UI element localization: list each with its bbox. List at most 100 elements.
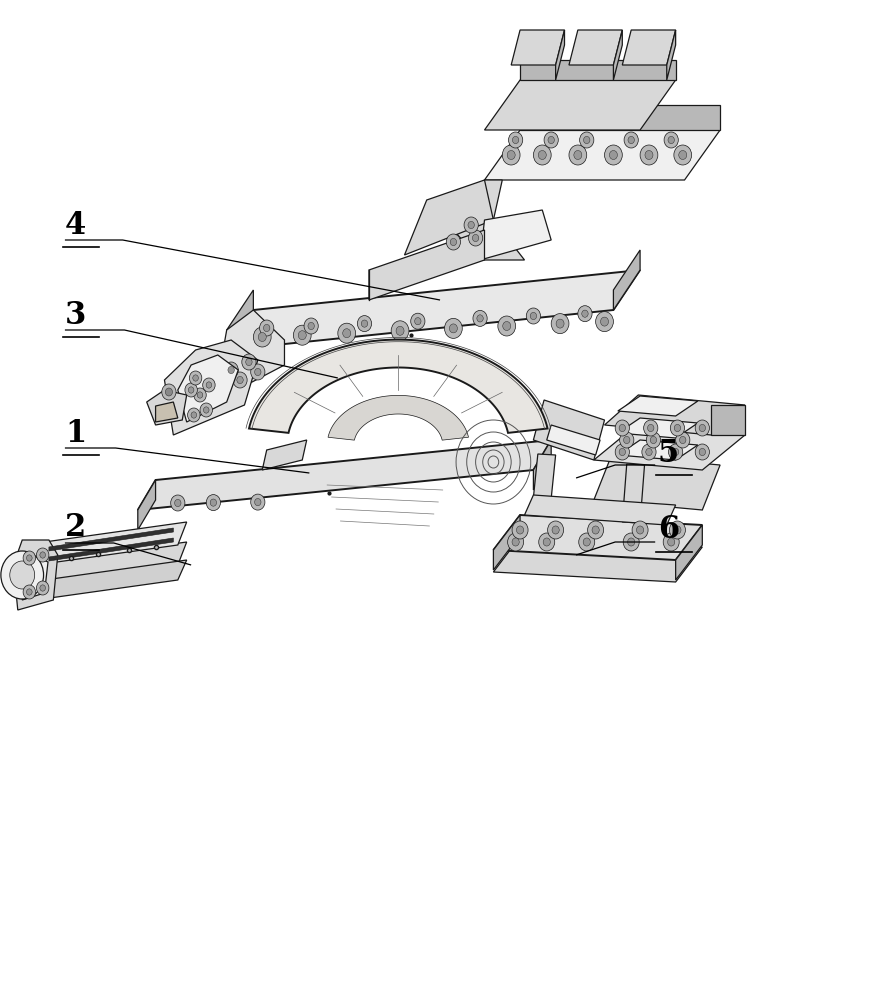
Polygon shape	[328, 395, 469, 440]
Polygon shape	[532, 454, 556, 516]
Circle shape	[194, 388, 206, 402]
Text: 1: 1	[65, 418, 86, 448]
Circle shape	[191, 412, 196, 418]
Circle shape	[263, 324, 270, 332]
Circle shape	[254, 368, 261, 376]
Circle shape	[507, 150, 516, 159]
Circle shape	[391, 321, 409, 341]
Text: 2: 2	[65, 512, 86, 544]
Polygon shape	[520, 60, 676, 80]
Circle shape	[204, 407, 209, 413]
Polygon shape	[156, 402, 178, 422]
Circle shape	[188, 408, 200, 422]
Circle shape	[254, 498, 261, 506]
Circle shape	[628, 538, 635, 546]
Polygon shape	[622, 464, 645, 523]
Text: 5: 5	[658, 438, 679, 468]
Polygon shape	[36, 542, 44, 583]
Circle shape	[679, 150, 687, 159]
Polygon shape	[493, 515, 702, 560]
Polygon shape	[404, 180, 493, 255]
Polygon shape	[227, 290, 253, 350]
Circle shape	[10, 561, 35, 589]
Circle shape	[174, 499, 181, 507]
Circle shape	[512, 136, 519, 144]
Circle shape	[299, 331, 307, 340]
Polygon shape	[556, 30, 565, 80]
Circle shape	[668, 538, 675, 546]
Polygon shape	[493, 537, 702, 582]
Polygon shape	[613, 250, 640, 310]
Circle shape	[165, 388, 172, 396]
Polygon shape	[369, 230, 485, 300]
Polygon shape	[485, 80, 676, 130]
Circle shape	[674, 145, 692, 165]
Polygon shape	[13, 540, 58, 610]
Circle shape	[1, 551, 44, 599]
Circle shape	[200, 403, 212, 417]
Circle shape	[581, 310, 589, 317]
Polygon shape	[36, 542, 187, 585]
Circle shape	[539, 150, 546, 159]
Circle shape	[533, 145, 551, 165]
Circle shape	[645, 150, 653, 159]
Circle shape	[543, 538, 550, 546]
Circle shape	[203, 378, 215, 392]
Polygon shape	[622, 30, 676, 65]
Circle shape	[676, 432, 690, 448]
Polygon shape	[569, 30, 622, 65]
Polygon shape	[618, 440, 698, 460]
Text: 6: 6	[658, 514, 679, 546]
Circle shape	[469, 230, 483, 246]
Circle shape	[623, 533, 639, 551]
Circle shape	[444, 318, 462, 338]
Circle shape	[526, 308, 541, 324]
Circle shape	[664, 132, 678, 148]
Polygon shape	[613, 30, 622, 80]
Circle shape	[304, 318, 318, 334]
Polygon shape	[520, 105, 720, 130]
Circle shape	[548, 136, 555, 144]
Polygon shape	[147, 390, 187, 425]
Polygon shape	[533, 440, 551, 490]
Circle shape	[695, 444, 709, 460]
Circle shape	[193, 375, 198, 381]
Circle shape	[450, 238, 457, 246]
Polygon shape	[444, 180, 525, 260]
Polygon shape	[667, 30, 676, 80]
Polygon shape	[594, 425, 745, 470]
Circle shape	[189, 371, 202, 385]
Polygon shape	[711, 405, 745, 435]
Polygon shape	[22, 552, 48, 600]
Circle shape	[517, 526, 524, 534]
Circle shape	[679, 436, 686, 444]
Polygon shape	[594, 455, 720, 510]
Polygon shape	[533, 400, 605, 460]
Circle shape	[644, 420, 658, 436]
Circle shape	[162, 384, 176, 400]
Circle shape	[242, 354, 256, 370]
Circle shape	[557, 319, 565, 328]
Circle shape	[411, 313, 425, 329]
Circle shape	[583, 136, 590, 144]
Circle shape	[668, 136, 675, 144]
Circle shape	[674, 424, 681, 432]
Circle shape	[663, 533, 679, 551]
Circle shape	[615, 444, 629, 460]
Circle shape	[36, 548, 49, 562]
Circle shape	[646, 432, 661, 448]
Circle shape	[632, 521, 648, 539]
Circle shape	[579, 533, 595, 551]
Circle shape	[637, 526, 644, 534]
Polygon shape	[218, 310, 284, 400]
Circle shape	[171, 495, 185, 511]
Circle shape	[580, 132, 594, 148]
Circle shape	[674, 526, 681, 534]
Circle shape	[338, 323, 356, 343]
Text: 4: 4	[65, 210, 86, 240]
Polygon shape	[164, 340, 258, 435]
Circle shape	[503, 322, 510, 330]
Circle shape	[188, 387, 194, 393]
Circle shape	[245, 358, 252, 366]
Circle shape	[650, 436, 657, 444]
